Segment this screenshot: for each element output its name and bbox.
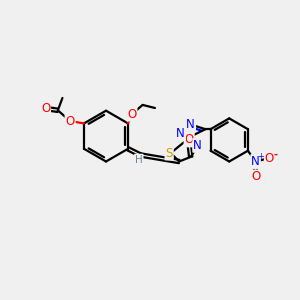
- Text: N: N: [251, 155, 260, 168]
- Text: S: S: [166, 146, 173, 160]
- Text: O: O: [41, 102, 50, 115]
- Text: N: N: [193, 139, 202, 152]
- Text: -: -: [274, 150, 278, 160]
- Text: N: N: [176, 127, 185, 140]
- Text: N: N: [186, 118, 195, 131]
- Text: H: H: [135, 154, 143, 165]
- Text: O: O: [265, 152, 274, 165]
- Text: O: O: [251, 170, 260, 183]
- Text: +: +: [257, 152, 264, 161]
- Text: O: O: [65, 115, 75, 128]
- Text: O: O: [127, 108, 136, 121]
- Text: O: O: [184, 134, 194, 146]
